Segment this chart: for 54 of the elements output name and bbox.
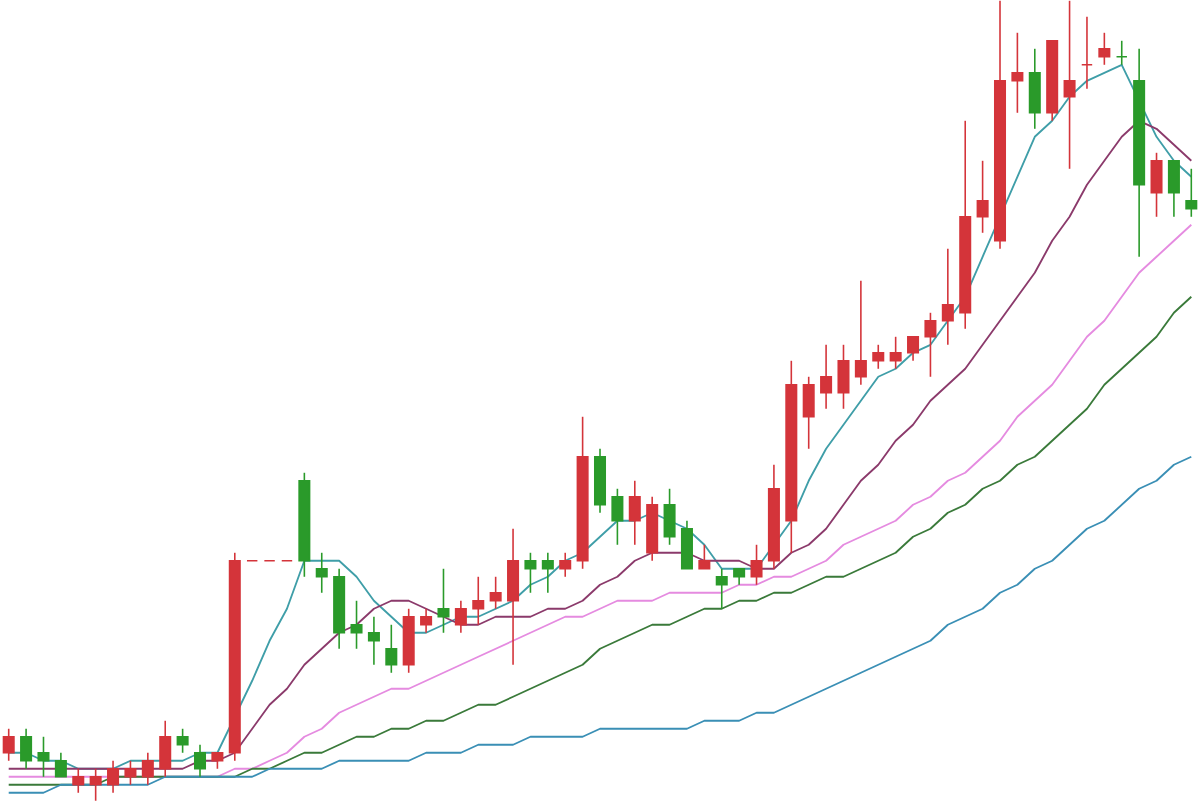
candlestick bbox=[1080, 16, 1093, 90]
candlestick bbox=[489, 576, 502, 610]
candlestick bbox=[454, 600, 467, 634]
candlestick bbox=[402, 608, 415, 674]
candlestick bbox=[1011, 32, 1024, 114]
candlestick bbox=[1150, 152, 1163, 218]
candlestick bbox=[54, 752, 67, 778]
candlestick bbox=[1185, 168, 1198, 218]
candlestick bbox=[89, 768, 102, 802]
candlestick bbox=[924, 312, 937, 378]
candlestick bbox=[141, 752, 154, 786]
candlestick bbox=[715, 568, 728, 610]
candlestick bbox=[159, 720, 172, 778]
candlestick bbox=[907, 336, 920, 362]
candlestick bbox=[507, 528, 520, 666]
candlestick bbox=[524, 552, 537, 594]
candlestick bbox=[663, 488, 676, 546]
candlestick bbox=[72, 768, 85, 794]
candlestick bbox=[124, 760, 137, 786]
candlestick bbox=[820, 344, 833, 410]
candlestick bbox=[646, 496, 659, 562]
candlestick bbox=[315, 552, 328, 594]
candlestick bbox=[698, 544, 711, 570]
candlestick bbox=[350, 600, 363, 650]
candlestick bbox=[1115, 40, 1128, 66]
candlestick bbox=[889, 336, 902, 370]
candlestick bbox=[193, 744, 207, 778]
candlestick bbox=[559, 552, 572, 578]
candlestick bbox=[37, 736, 50, 778]
candlestick bbox=[750, 544, 763, 586]
candlestick bbox=[176, 728, 189, 754]
candlestick bbox=[976, 160, 989, 234]
candlestick bbox=[2, 728, 15, 762]
candlestick bbox=[628, 480, 641, 546]
candlestick bbox=[472, 576, 485, 626]
candlestick bbox=[541, 552, 554, 594]
candlestick bbox=[1098, 32, 1111, 66]
candlestick bbox=[1028, 48, 1041, 130]
candlestick bbox=[941, 248, 954, 346]
candlestick bbox=[20, 728, 33, 770]
candlestick bbox=[854, 280, 867, 386]
candlestick bbox=[367, 616, 380, 666]
candlestick bbox=[611, 488, 624, 546]
candlestick bbox=[107, 760, 120, 794]
candlestick bbox=[437, 568, 450, 634]
candlestick bbox=[420, 608, 433, 634]
candlestick bbox=[593, 448, 607, 514]
candlestick bbox=[802, 376, 815, 450]
candlestick bbox=[837, 344, 850, 410]
candlestick bbox=[872, 344, 885, 370]
candlestick bbox=[680, 520, 693, 570]
candlestick bbox=[1063, 0, 1076, 170]
candlestick bbox=[1167, 160, 1180, 218]
candlestick bbox=[385, 624, 398, 674]
